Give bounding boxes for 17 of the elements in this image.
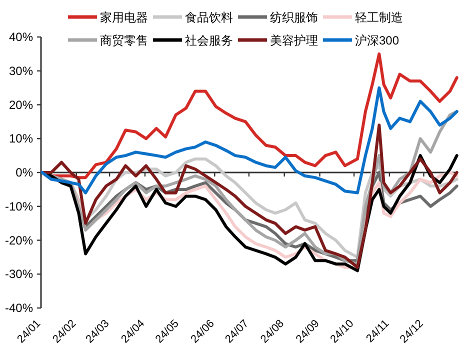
y-tick-label: -10% [4,199,34,214]
legend-label: 家用电器 [100,10,148,24]
y-tick-label: -20% [4,233,34,248]
legend-label: 社会服务 [185,34,233,48]
y-tick-label: -30% [4,267,34,282]
legend-label: 轻工制造 [355,10,403,24]
y-tick-label: 40% [8,30,34,44]
legend-label: 食品饮料 [185,10,233,24]
y-tick-label: 30% [8,64,34,78]
y-tick-label: 10% [8,132,34,146]
y-tick-label: 0% [16,166,34,180]
y-tick-label: -40% [4,301,34,315]
legend-label: 纺织服饰 [270,10,318,24]
legend-label: 沪深300 [355,34,400,48]
legend-label: 商贸零售 [100,34,148,48]
legend-label: 美容护理 [270,34,318,48]
y-tick-label: 20% [8,98,34,112]
